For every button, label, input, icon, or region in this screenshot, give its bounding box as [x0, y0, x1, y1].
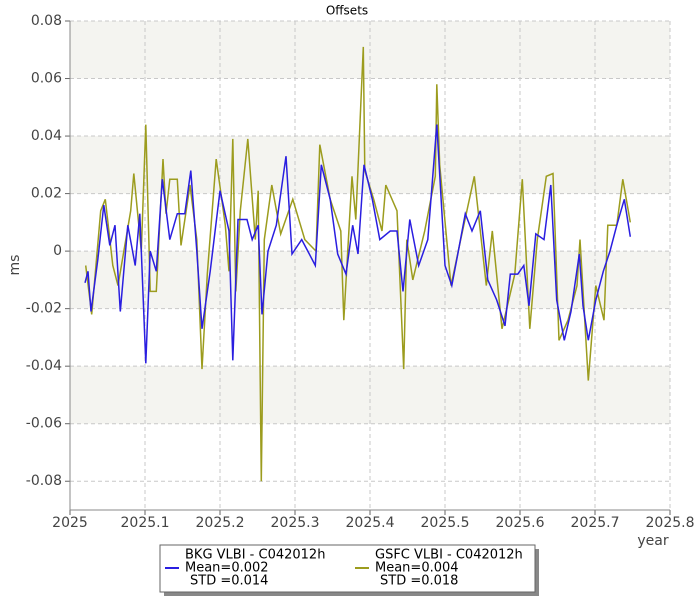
y-tick-label: 0	[53, 243, 62, 259]
y-tick-label: 0.08	[31, 13, 62, 29]
y-axis-label: ms	[7, 255, 23, 276]
x-tick-label: 2025.1	[121, 515, 170, 531]
lines	[84, 46, 632, 482]
series-line	[84, 124, 632, 364]
y-tick-label: -0.02	[26, 301, 62, 317]
x-tick-label: 2025.3	[271, 515, 320, 531]
legend-std: STD =0.018	[380, 574, 458, 589]
y-tick-label: 0.02	[31, 186, 62, 202]
legend-mean: Mean=0.002	[185, 561, 269, 576]
series-line	[84, 46, 632, 482]
x-tick-label: 2025.6	[496, 515, 545, 531]
x-tick-label: 2025.5	[421, 515, 470, 531]
legend-name: BKG VLBI - C042012h	[185, 548, 325, 563]
y-tick-label: 0.04	[31, 128, 62, 144]
chart-title: Offsets	[326, 4, 368, 18]
x-tick-label: 2025.2	[196, 515, 245, 531]
x-axis-label: year	[637, 533, 668, 549]
y-tick-label: -0.06	[26, 416, 62, 432]
y-tick-label: -0.08	[26, 473, 62, 489]
y-tick-label: 0.06	[31, 71, 62, 87]
x-tick-label: 2025.7	[571, 515, 620, 531]
legend-std: STD =0.014	[190, 574, 268, 589]
y-tick-label: -0.04	[26, 358, 62, 374]
legend-mean: Mean=0.004	[375, 561, 459, 576]
grid: 0.08 0.06 0.04 0.02 0 -0.02 -0.04 -0.06 -0.08 202…	[26, 13, 695, 531]
x-tick-label: 2025.8	[646, 515, 695, 531]
legend-name: GSFC VLBI - C042012h	[375, 548, 523, 563]
x-tick-label: 2025	[52, 515, 88, 531]
x-tick-label: 2025.4	[346, 515, 395, 531]
legend-box	[159, 544, 536, 593]
